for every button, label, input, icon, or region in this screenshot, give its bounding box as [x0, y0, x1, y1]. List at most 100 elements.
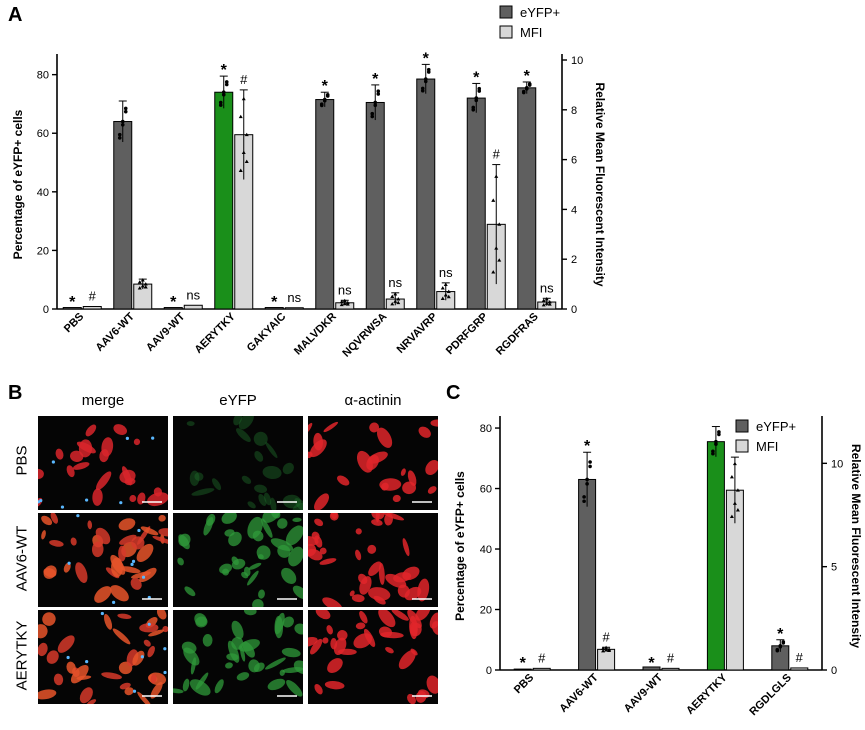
cell-shape — [236, 672, 250, 681]
left-tick-label: 60 — [37, 128, 49, 140]
data-point — [497, 222, 502, 226]
cell-shape — [378, 610, 396, 628]
cell-shape — [120, 566, 141, 574]
nucleus-dot — [67, 561, 71, 565]
nucleus-dot — [100, 611, 104, 616]
nucleus-dot — [140, 655, 144, 659]
cell-shape — [140, 526, 159, 536]
cell-shape — [254, 484, 268, 493]
data-point — [541, 303, 546, 307]
data-point — [775, 647, 780, 652]
cell-shape — [158, 528, 168, 537]
cell-shape — [258, 493, 267, 506]
cell-shape — [309, 439, 327, 458]
cell-shape — [148, 629, 165, 637]
data-point — [541, 298, 546, 302]
cell-shape — [111, 557, 123, 578]
data-point — [604, 648, 609, 652]
data-point — [117, 132, 122, 137]
data-point — [238, 168, 243, 172]
cell-shape — [202, 634, 213, 647]
annotation-eyfp: * — [322, 78, 329, 95]
data-point — [547, 302, 552, 306]
left-tick-label: 20 — [480, 605, 492, 617]
cell-shape — [425, 459, 438, 476]
cell-shape — [103, 613, 113, 630]
cell-shape — [258, 589, 265, 599]
cell-shape — [429, 612, 438, 629]
category-label: RGDLGLS — [747, 672, 794, 719]
cell-shape — [294, 498, 303, 510]
cell-shape — [119, 534, 137, 545]
cell-shape — [349, 590, 355, 597]
annotation-mfi: ns — [439, 265, 453, 280]
cell-shape — [41, 515, 53, 526]
nucleus-dot — [141, 575, 146, 579]
cell-shape — [91, 541, 104, 558]
bar-eyfp — [706, 441, 725, 671]
micrograph-aerytky-actinin — [308, 610, 438, 704]
cell-shape — [253, 431, 268, 446]
cell-shape — [254, 450, 264, 462]
cell-shape — [430, 419, 438, 427]
annotation-mfi: # — [240, 72, 248, 87]
bar-eyfp — [642, 666, 661, 671]
category-label: PBS — [512, 672, 536, 696]
bar-mfi — [284, 307, 304, 310]
data-point — [221, 93, 226, 97]
cell-shape — [271, 513, 281, 519]
nucleus-dot — [60, 505, 65, 509]
micrograph-aav6-merge — [38, 513, 168, 607]
legend-swatch-eyfp — [735, 419, 749, 433]
cell-shape — [355, 622, 366, 630]
data-point — [544, 301, 549, 305]
data-point — [521, 89, 526, 94]
nucleus-dot — [163, 670, 167, 675]
data-point — [601, 646, 606, 650]
bar-eyfp — [62, 307, 82, 310]
right-tick-label: 0 — [571, 304, 577, 316]
annotation-mfi: # — [602, 629, 610, 644]
data-point — [604, 645, 609, 650]
cell-shape — [324, 681, 345, 690]
cell-shape — [95, 527, 111, 545]
nucleus-dot — [137, 528, 141, 533]
cell-shape — [66, 465, 75, 478]
cell-shape — [359, 610, 368, 624]
cell-shape — [355, 528, 362, 535]
data-point — [224, 80, 229, 84]
cell-shape — [87, 520, 93, 530]
y2-axis-label: Relative Mean Fluorescent Intensity — [849, 444, 863, 648]
annotation-mfi: # — [89, 289, 97, 304]
cell-shape — [219, 563, 232, 574]
annotation-eyfp: * — [648, 655, 655, 672]
cell-shape — [137, 691, 153, 704]
cell-shape — [241, 475, 252, 484]
data-point — [342, 301, 347, 306]
panel-letter-a: A — [8, 4, 23, 26]
right-tick-label: 8 — [571, 105, 577, 117]
cell-shape — [224, 529, 235, 537]
cell-shape — [221, 513, 237, 524]
cell-shape — [333, 637, 347, 656]
annotation-mfi: # — [538, 650, 546, 665]
cell-shape — [183, 647, 200, 666]
data-point — [373, 100, 378, 105]
legend-label-mfi: MFI — [756, 439, 778, 454]
right-tick-label: 4 — [571, 204, 577, 216]
bar-mfi — [790, 667, 809, 671]
data-point — [393, 299, 398, 303]
data-point — [588, 464, 592, 469]
data-point — [221, 90, 226, 95]
data-point — [376, 89, 381, 94]
annotation-mfi: ns — [540, 280, 554, 295]
cell-shape — [184, 586, 196, 597]
data-point — [244, 132, 249, 137]
cell-shape — [38, 689, 57, 700]
cell-shape — [264, 657, 286, 670]
data-point — [729, 514, 734, 519]
cell-shape — [150, 682, 163, 699]
data-point — [477, 86, 482, 91]
data-point — [117, 136, 122, 140]
